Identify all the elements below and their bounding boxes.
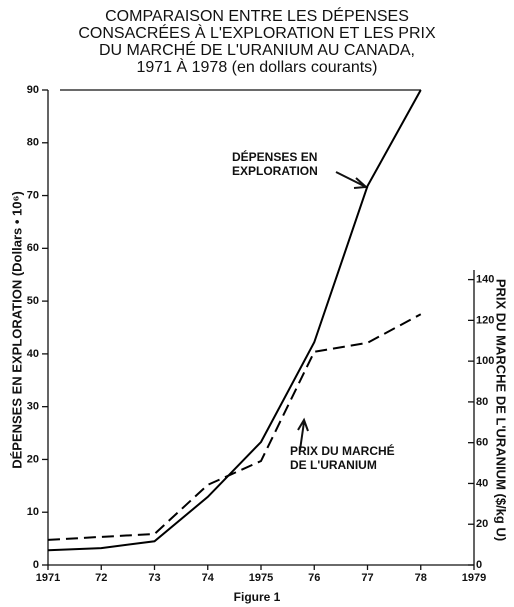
chart-title: DU MARCHÉ DE L'URANIUM AU CANADA, bbox=[99, 40, 415, 59]
annotation: PRIX DU MARCHÉ bbox=[290, 443, 395, 458]
line-series bbox=[47, 89, 422, 552]
y2-tick-label: 80 bbox=[476, 396, 488, 408]
chart-title: COMPARAISON ENTRE LES DÉPENSES bbox=[105, 6, 409, 25]
arrow bbox=[297, 417, 309, 451]
y-tick-label: 50 bbox=[27, 295, 39, 307]
y-tick-label: 60 bbox=[27, 242, 39, 254]
y2-tick-label: 0 bbox=[476, 559, 482, 571]
y-tick-label: 20 bbox=[27, 453, 39, 465]
y-tick-label: 80 bbox=[27, 137, 39, 149]
y2-tick-label: 120 bbox=[476, 314, 494, 326]
x-tick-label: 76 bbox=[308, 572, 320, 584]
x-tick-label: 1975 bbox=[249, 572, 273, 584]
y2-tick-label: 100 bbox=[476, 355, 494, 367]
annotation: EXPLORATION bbox=[232, 164, 318, 178]
x-tick-label: 77 bbox=[361, 572, 373, 584]
x-tick-label: 78 bbox=[415, 572, 427, 584]
y2-axis-label: PRIX DU MARCHE DE L'URANIUM ($/kg U) bbox=[494, 279, 509, 541]
x-tick-label: 73 bbox=[148, 572, 160, 584]
y-tick-label: 70 bbox=[27, 189, 39, 201]
line-series bbox=[47, 313, 422, 541]
y-tick-label: 0 bbox=[33, 559, 39, 571]
y2-tick-label: 140 bbox=[476, 273, 494, 285]
y2-tick-label: 20 bbox=[476, 518, 488, 530]
y-tick-label: 10 bbox=[27, 506, 39, 518]
y-axis-label: DÉPENSES EN EXPLORATION (Dollars • 10⁶) bbox=[9, 191, 24, 469]
annotation: DÉPENSES EN bbox=[232, 149, 317, 164]
chart-title: 1971 À 1978 (en dollars courants) bbox=[136, 57, 377, 76]
x-tick-label: 72 bbox=[95, 572, 107, 584]
annotation: DE L'URANIUM bbox=[290, 458, 377, 472]
y-tick-label: 90 bbox=[27, 84, 39, 96]
y2-tick-label: 60 bbox=[476, 437, 488, 449]
chart-title: CONSACRÉES À L'EXPLORATION ET LES PRIX bbox=[78, 23, 436, 42]
y-tick-label: 40 bbox=[27, 348, 39, 360]
x-tick-label: 1971 bbox=[36, 572, 60, 584]
y-tick-label: 30 bbox=[27, 401, 39, 413]
caption: Figure 1 bbox=[234, 590, 281, 604]
x-tick-label: 74 bbox=[202, 572, 215, 584]
x-tick-label: 1979 bbox=[462, 572, 486, 584]
y2-tick-label: 40 bbox=[476, 477, 488, 489]
arrow bbox=[335, 171, 369, 189]
